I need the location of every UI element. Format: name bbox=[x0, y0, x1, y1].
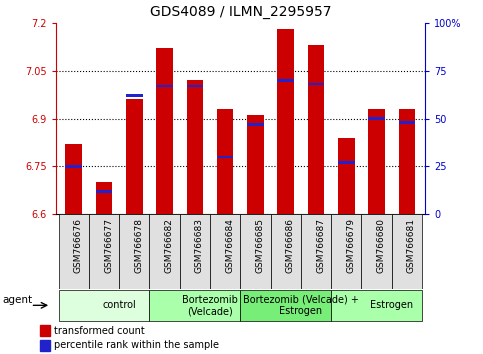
Text: percentile rank within the sample: percentile rank within the sample bbox=[55, 341, 219, 350]
Text: GSM766686: GSM766686 bbox=[286, 218, 295, 273]
Bar bbox=[368, 117, 385, 120]
Text: GSM766682: GSM766682 bbox=[165, 218, 173, 273]
Bar bbox=[186, 85, 203, 87]
Text: GSM766681: GSM766681 bbox=[407, 218, 416, 273]
Text: GSM766680: GSM766680 bbox=[377, 218, 385, 273]
Bar bbox=[119, 214, 149, 289]
Text: Estrogen: Estrogen bbox=[370, 300, 413, 310]
Bar bbox=[331, 290, 422, 321]
Text: GSM766684: GSM766684 bbox=[225, 218, 234, 273]
Bar bbox=[149, 290, 241, 321]
Text: GSM766676: GSM766676 bbox=[74, 218, 83, 273]
Bar bbox=[361, 214, 392, 289]
Bar bbox=[65, 165, 82, 168]
Bar bbox=[186, 80, 203, 214]
Bar bbox=[398, 121, 415, 124]
Bar bbox=[126, 99, 142, 214]
Text: Bortezomib (Velcade) +
Estrogen: Bortezomib (Velcade) + Estrogen bbox=[243, 295, 359, 316]
Bar bbox=[96, 190, 113, 193]
Text: GSM766677: GSM766677 bbox=[104, 218, 113, 273]
Bar bbox=[338, 138, 355, 214]
Bar bbox=[277, 79, 294, 82]
Bar bbox=[368, 109, 385, 214]
Bar bbox=[241, 214, 270, 289]
Bar bbox=[40, 340, 50, 351]
Bar bbox=[126, 95, 142, 97]
Title: GDS4089 / ILMN_2295957: GDS4089 / ILMN_2295957 bbox=[150, 5, 331, 19]
Bar bbox=[217, 155, 233, 158]
Text: GSM766679: GSM766679 bbox=[346, 218, 355, 273]
Bar bbox=[89, 214, 119, 289]
Bar bbox=[308, 45, 325, 214]
Bar bbox=[247, 115, 264, 214]
Text: GSM766683: GSM766683 bbox=[195, 218, 204, 273]
Bar bbox=[149, 214, 180, 289]
Bar bbox=[156, 85, 173, 87]
Bar bbox=[247, 123, 264, 126]
Text: control: control bbox=[102, 300, 136, 310]
Text: Bortezomib
(Velcade): Bortezomib (Velcade) bbox=[182, 295, 238, 316]
Bar bbox=[58, 290, 149, 321]
Bar bbox=[180, 214, 210, 289]
Text: agent: agent bbox=[3, 295, 33, 305]
Bar bbox=[308, 83, 325, 85]
Bar bbox=[65, 144, 82, 214]
Text: GSM766678: GSM766678 bbox=[134, 218, 143, 273]
Bar bbox=[210, 214, 241, 289]
Text: GSM766687: GSM766687 bbox=[316, 218, 325, 273]
Bar bbox=[156, 48, 173, 214]
Bar bbox=[40, 325, 50, 336]
Bar bbox=[338, 161, 355, 164]
Bar bbox=[331, 214, 361, 289]
Bar bbox=[241, 290, 331, 321]
Text: GSM766685: GSM766685 bbox=[256, 218, 264, 273]
Text: transformed count: transformed count bbox=[55, 326, 145, 336]
Bar bbox=[398, 109, 415, 214]
Bar bbox=[392, 214, 422, 289]
Bar bbox=[277, 29, 294, 214]
Bar bbox=[58, 214, 89, 289]
Bar bbox=[217, 109, 233, 214]
Bar bbox=[270, 214, 301, 289]
Bar bbox=[301, 214, 331, 289]
Bar bbox=[96, 182, 113, 214]
